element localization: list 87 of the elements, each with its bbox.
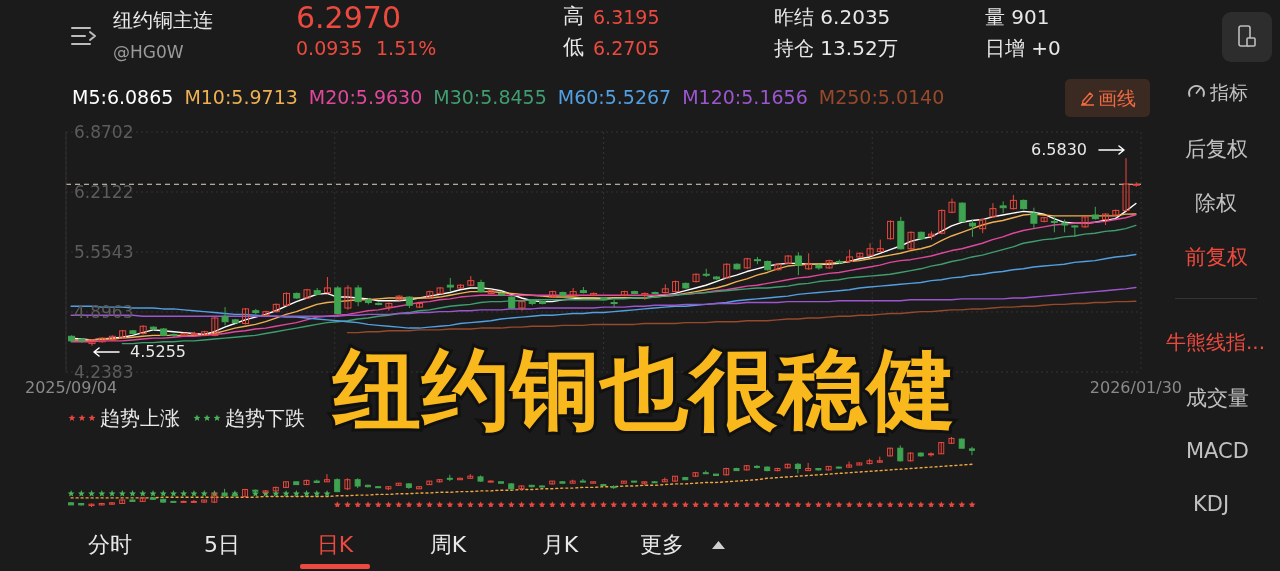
text: 日K bbox=[316, 531, 354, 559]
candlestick bbox=[88, 338, 96, 347]
candlestick bbox=[1030, 207, 1038, 230]
text: M30:5.8455 bbox=[433, 85, 547, 109]
y-tick-label: 6.2122 bbox=[74, 182, 134, 203]
text: KDJ bbox=[1193, 492, 1230, 518]
candlestick bbox=[672, 475, 679, 483]
candlestick bbox=[907, 230, 915, 251]
text: 周K bbox=[429, 531, 467, 559]
legend-label: 趋势下跌 bbox=[225, 406, 305, 430]
text: 6.3195 bbox=[593, 5, 660, 29]
annotation: 4.5255 bbox=[130, 342, 186, 362]
candlestick bbox=[866, 242, 874, 257]
chart-title: 纽约铜主连 bbox=[113, 8, 213, 32]
text: 画线 bbox=[1098, 86, 1136, 110]
text: M250:5.0140 bbox=[818, 85, 945, 109]
candlestick bbox=[938, 209, 946, 235]
text: 分时 bbox=[88, 531, 132, 559]
candlestick bbox=[436, 286, 444, 295]
text: 月K bbox=[541, 531, 579, 559]
candlestick bbox=[887, 219, 895, 241]
text: 0.0935 bbox=[296, 36, 363, 60]
candlestick bbox=[968, 446, 975, 456]
candlestick bbox=[344, 284, 352, 311]
candlestick bbox=[385, 302, 393, 312]
candlestick bbox=[610, 299, 618, 308]
text: 指标 bbox=[1210, 80, 1248, 104]
text: M120:5.1656 bbox=[682, 85, 808, 109]
candlestick bbox=[323, 473, 330, 483]
candlestick bbox=[211, 316, 219, 337]
candlestick bbox=[989, 202, 997, 219]
candlestick bbox=[620, 480, 627, 484]
text: M20:5.9630 bbox=[308, 85, 423, 109]
text: 持仓 13.52万 bbox=[774, 36, 898, 60]
candlestick bbox=[354, 284, 362, 307]
annotation: 6.5830 bbox=[1031, 140, 1087, 160]
text: M60:5.5267 bbox=[557, 85, 672, 109]
text: 除权 bbox=[1195, 191, 1237, 217]
candlestick bbox=[805, 252, 813, 271]
candlestick bbox=[794, 251, 802, 276]
text: 6.2970 bbox=[296, 0, 401, 36]
text: 量 901 bbox=[985, 5, 1050, 29]
candlestick bbox=[753, 464, 760, 469]
candlestick bbox=[948, 198, 956, 214]
text: 后复权 bbox=[1185, 137, 1248, 163]
candlestick bbox=[303, 288, 311, 300]
candlestick bbox=[928, 451, 934, 458]
candlestick bbox=[190, 499, 197, 503]
legend-label: 趋势上涨 bbox=[100, 406, 180, 430]
candlestick bbox=[221, 306, 229, 326]
text: MACD bbox=[1186, 439, 1249, 465]
candlestick bbox=[1040, 216, 1048, 223]
text: 低 bbox=[563, 35, 584, 61]
candlestick bbox=[1122, 157, 1130, 212]
text: 5日 bbox=[204, 531, 240, 559]
candlestick bbox=[416, 486, 423, 490]
text: M5:6.0865 bbox=[72, 85, 174, 109]
text: M10:5.9713 bbox=[184, 85, 298, 109]
candlestick bbox=[825, 259, 833, 270]
text: 昨结 6.2035 bbox=[774, 5, 891, 29]
candlestick bbox=[590, 481, 597, 484]
text: 6.2705 bbox=[593, 36, 660, 60]
y-tick-label: 6.8702 bbox=[74, 122, 134, 143]
candlestick bbox=[518, 300, 526, 312]
candlestick bbox=[1081, 215, 1089, 229]
text: 高 bbox=[563, 4, 584, 30]
candlestick bbox=[395, 294, 403, 302]
candlestick bbox=[805, 462, 812, 472]
chart-subtitle: @HG0W bbox=[113, 41, 184, 63]
candlestick bbox=[774, 262, 782, 272]
annotation: 纽约铜也很稳健 bbox=[333, 337, 956, 443]
text: 1.51% bbox=[376, 36, 437, 60]
candlestick bbox=[242, 488, 249, 497]
y-tick-label: 5.5543 bbox=[74, 242, 134, 263]
candlestick bbox=[887, 447, 894, 458]
text: 日增 +0 bbox=[985, 36, 1061, 60]
candlestick bbox=[692, 272, 700, 283]
text: 成交量 bbox=[1186, 386, 1249, 412]
line-series bbox=[346, 300, 1137, 334]
text: 牛熊线指... bbox=[1166, 330, 1266, 354]
text: 前复权 bbox=[1185, 245, 1248, 271]
x-tick-label: 2025/09/04 bbox=[25, 378, 118, 397]
text: 更多 bbox=[640, 531, 684, 559]
candlestick bbox=[794, 462, 801, 474]
candlestick bbox=[262, 310, 270, 317]
x-tick-label: 2026/01/30 bbox=[1089, 378, 1182, 397]
candlestick bbox=[283, 481, 289, 489]
